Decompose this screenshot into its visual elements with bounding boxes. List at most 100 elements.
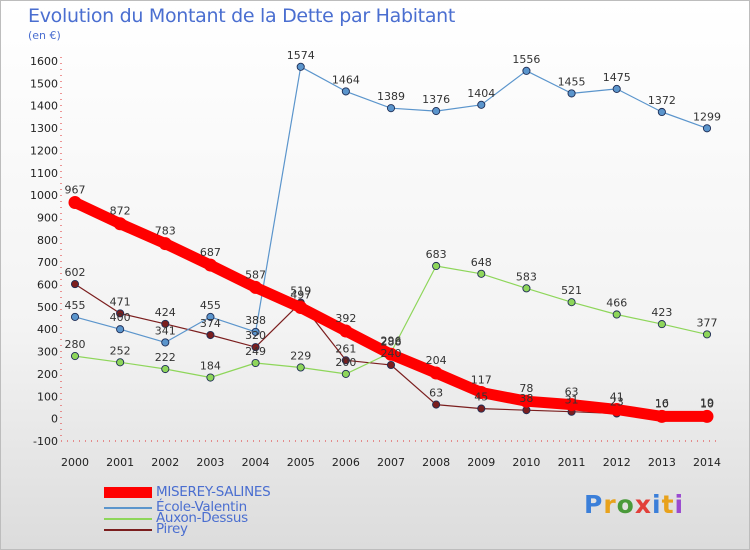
data-label-pirey: 31 xyxy=(565,394,579,407)
data-point-miserey-salines xyxy=(700,409,714,423)
x-tick-label: 2013 xyxy=(648,456,676,469)
data-point-ecole-valentin xyxy=(657,107,666,117)
data-point-miserey-salines xyxy=(294,301,308,315)
chart-unit-label: (en €) xyxy=(28,29,61,42)
x-tick-label: 2008 xyxy=(422,456,450,469)
data-label-auxon-dessus: 296 xyxy=(381,334,402,347)
x-tick-label: 2006 xyxy=(332,456,360,469)
data-label-auxon-dessus: 377 xyxy=(697,316,718,329)
data-point-pirey xyxy=(206,330,215,340)
x-tick-label: 2010 xyxy=(512,456,540,469)
data-point-auxon-dessus xyxy=(161,364,170,374)
y-tick-label: 600 xyxy=(37,279,58,292)
data-label-pirey: 374 xyxy=(200,317,221,330)
data-label-miserey-salines: 10 xyxy=(700,397,714,410)
data-label-pirey: 424 xyxy=(155,306,176,319)
data-point-pirey xyxy=(161,319,170,328)
x-tick-label: 2001 xyxy=(106,456,134,469)
y-tick-label: 1100 xyxy=(30,167,58,180)
y-tick-label: 900 xyxy=(37,211,58,224)
data-label-ecole-valentin: 1389 xyxy=(377,90,405,103)
data-point-pirey xyxy=(432,400,441,409)
legend-swatch xyxy=(104,487,152,498)
data-point-pirey xyxy=(341,356,350,365)
logo-letter: i xyxy=(674,490,685,519)
data-point-auxon-dessus xyxy=(657,320,666,329)
data-point-miserey-salines xyxy=(384,347,398,361)
data-label-auxon-dessus: 466 xyxy=(606,296,627,309)
data-point-ecole-valentin xyxy=(477,100,486,109)
chart-series xyxy=(68,62,714,423)
data-label-auxon-dessus: 249 xyxy=(245,345,266,358)
data-point-ecole-valentin xyxy=(522,66,531,75)
data-label-miserey-salines: 117 xyxy=(471,373,492,386)
y-tick-label: 200 xyxy=(37,368,58,381)
data-point-miserey-salines xyxy=(158,237,172,251)
data-label-ecole-valentin: 1475 xyxy=(603,71,631,84)
data-point-miserey-salines xyxy=(474,385,488,399)
y-tick-label: 0 xyxy=(51,413,58,426)
data-label-ecole-valentin: 1299 xyxy=(693,110,721,123)
data-label-ecole-valentin: 1455 xyxy=(558,75,586,88)
proxiti-logo: Proxiti xyxy=(584,490,684,519)
data-label-auxon-dessus: 200 xyxy=(335,356,356,369)
data-point-auxon-dessus xyxy=(296,363,305,372)
data-label-ecole-valentin: 341 xyxy=(155,324,176,337)
x-tick-label: 2005 xyxy=(287,456,315,469)
logo-letter: o xyxy=(616,490,635,519)
y-tick-label: 300 xyxy=(37,346,58,359)
data-label-pirey: 240 xyxy=(381,347,402,360)
data-point-miserey-salines xyxy=(249,280,263,294)
data-label-pirey: 16 xyxy=(655,397,669,410)
y-tick-label: 800 xyxy=(37,234,58,247)
data-point-miserey-salines xyxy=(113,217,127,231)
data-point-ecole-valentin xyxy=(567,89,576,98)
logo-letter: t xyxy=(661,490,675,519)
y-tick-label: 400 xyxy=(37,323,58,336)
x-tick-label: 2000 xyxy=(61,456,89,469)
data-label-pirey: 45 xyxy=(474,391,488,404)
data-label-auxon-dessus: 184 xyxy=(200,360,221,373)
data-point-auxon-dessus xyxy=(522,284,531,293)
data-point-ecole-valentin xyxy=(386,104,396,113)
data-label-auxon-dessus: 229 xyxy=(290,349,311,362)
data-point-auxon-dessus xyxy=(70,352,80,361)
data-point-auxon-dessus xyxy=(341,369,350,378)
data-point-ecole-valentin xyxy=(206,312,215,321)
y-tick-label: 700 xyxy=(37,256,58,269)
x-tick-label: 2014 xyxy=(693,456,721,469)
data-point-ecole-valentin xyxy=(296,62,305,71)
data-label-miserey-salines: 288 xyxy=(381,335,402,348)
data-label-ecole-valentin: 1556 xyxy=(512,53,540,66)
data-label-pirey: 38 xyxy=(519,392,533,405)
data-label-pirey: 23 xyxy=(610,396,624,409)
y-tick-label: 1200 xyxy=(30,144,58,157)
data-label-miserey-salines: 392 xyxy=(335,312,356,325)
data-label-pirey: 471 xyxy=(110,295,131,308)
legend-label: Pirey xyxy=(156,521,188,537)
data-point-miserey-salines xyxy=(565,398,579,412)
y-tick-label: 1000 xyxy=(30,189,58,202)
logo-letter: i xyxy=(652,490,662,519)
y-tick-label: 1500 xyxy=(30,77,58,90)
data-label-ecole-valentin: 455 xyxy=(200,299,221,312)
data-point-miserey-salines xyxy=(655,409,669,423)
logo-letter: x xyxy=(634,490,652,519)
data-point-ecole-valentin xyxy=(251,327,260,336)
data-label-miserey-salines: 10 xyxy=(655,397,669,410)
data-point-ecole-valentin xyxy=(432,107,441,116)
data-label-auxon-dessus: 280 xyxy=(65,338,86,351)
data-point-pirey xyxy=(70,280,80,289)
data-label-ecole-valentin: 1464 xyxy=(332,73,360,86)
chart-data-labels: 602 471 424 374 320 519 261 240 63 45 38 31 23 16 19 28… xyxy=(65,49,722,411)
data-label-pirey: 63 xyxy=(429,387,443,400)
data-label-pirey: 320 xyxy=(245,329,266,342)
data-label-auxon-dessus: 683 xyxy=(426,248,447,261)
x-tick-label: 2012 xyxy=(603,456,631,469)
data-point-auxon-dessus xyxy=(477,269,486,278)
chart-axes: -100 0 100 200 300 400 500 600 700 800 900 1000 1100… xyxy=(30,55,721,469)
data-point-ecole-valentin xyxy=(612,84,621,93)
y-tick-label: 100 xyxy=(37,390,58,403)
y-tick-label: 1400 xyxy=(30,100,58,113)
